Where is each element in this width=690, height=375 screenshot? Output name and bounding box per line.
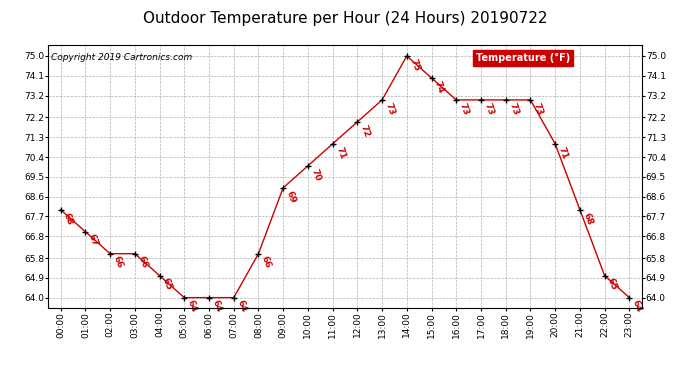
- Text: 74: 74: [433, 80, 446, 94]
- Text: 68: 68: [62, 211, 75, 226]
- Text: 73: 73: [532, 101, 544, 116]
- Text: 71: 71: [557, 145, 569, 160]
- Text: 71: 71: [334, 145, 347, 160]
- Text: 64: 64: [631, 299, 644, 314]
- Text: 67: 67: [87, 233, 99, 248]
- Text: 68: 68: [581, 211, 594, 226]
- Text: 66: 66: [136, 255, 149, 270]
- Text: 73: 73: [457, 101, 471, 116]
- Text: Temperature (°F): Temperature (°F): [475, 53, 570, 63]
- Text: 65: 65: [161, 277, 174, 292]
- Text: 73: 73: [384, 101, 396, 116]
- Text: 64: 64: [186, 299, 199, 314]
- Text: 66: 66: [112, 255, 124, 270]
- Text: Outdoor Temperature per Hour (24 Hours) 20190722: Outdoor Temperature per Hour (24 Hours) …: [143, 11, 547, 26]
- Text: 64: 64: [210, 299, 223, 314]
- Text: 73: 73: [507, 101, 520, 116]
- Text: 73: 73: [482, 101, 495, 116]
- Text: 69: 69: [284, 189, 297, 204]
- Text: 70: 70: [309, 167, 322, 182]
- Text: 64: 64: [235, 299, 248, 314]
- Text: 65: 65: [606, 277, 619, 292]
- Text: 75: 75: [408, 57, 421, 72]
- Text: Copyright 2019 Cartronics.com: Copyright 2019 Cartronics.com: [51, 53, 193, 62]
- Text: 66: 66: [260, 255, 273, 270]
- Text: 72: 72: [359, 123, 371, 138]
